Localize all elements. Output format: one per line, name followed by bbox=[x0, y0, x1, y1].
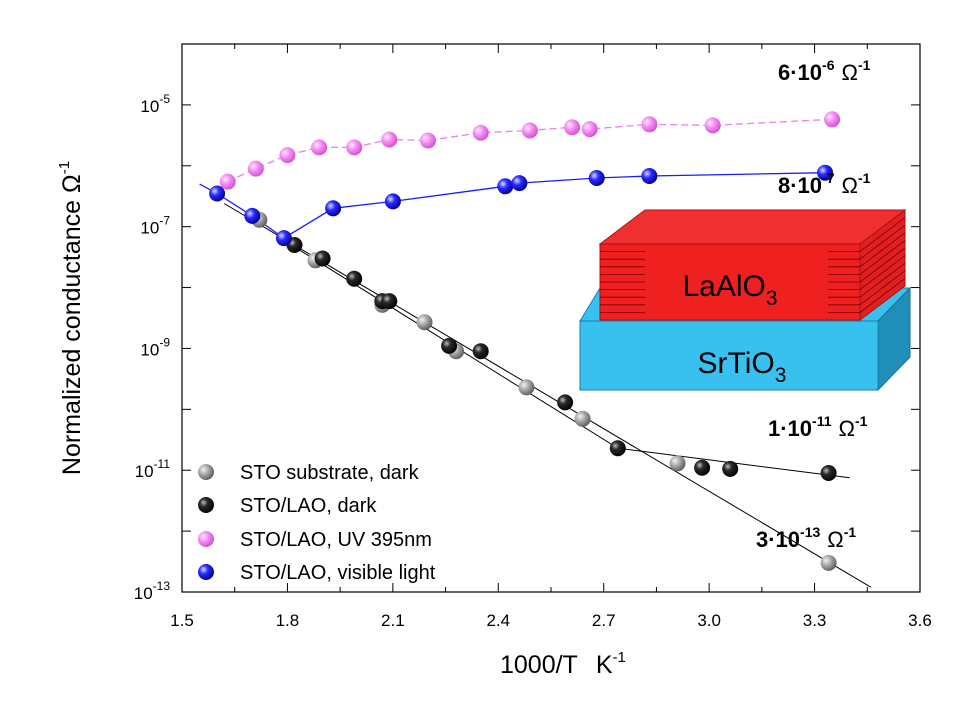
sto-lao-uv-point bbox=[219, 173, 236, 190]
sto-substrate-point bbox=[669, 455, 686, 472]
sto-lao-uv-point bbox=[381, 131, 398, 148]
sto-lao-visible-point bbox=[588, 170, 605, 186]
legend-label-sto-substrate: STO substrate, dark bbox=[240, 462, 420, 484]
sto-substrate-point bbox=[820, 554, 837, 571]
sto-substrate-point bbox=[416, 314, 433, 331]
sto-lao-uv-point bbox=[279, 147, 296, 164]
sto-lao-visible-point bbox=[641, 168, 658, 184]
film-layer-line bbox=[859, 232, 906, 268]
film-layer-line bbox=[859, 262, 906, 298]
y-axis: 10-13 10-11 10-9 10-7 10-5 bbox=[134, 43, 920, 603]
sto-lao-visible-point bbox=[325, 200, 342, 217]
y-tick-label: 10-11 bbox=[135, 457, 171, 481]
annotation-uv: 6·10-6 Ω-1 bbox=[778, 57, 871, 85]
sto-lao-visible-point bbox=[511, 175, 528, 192]
x-tick-label: 3.0 bbox=[697, 611, 721, 630]
legend-marker-sto-lao-dark bbox=[198, 497, 214, 513]
sto-lao-uv-point bbox=[247, 160, 264, 177]
sto-lao-dark-point bbox=[472, 343, 489, 360]
x-axis-title: 1000/T K-1 bbox=[500, 649, 626, 679]
sto-lao-dark-point bbox=[609, 440, 626, 457]
film-layer-line bbox=[859, 255, 906, 290]
sto-lao-uv-point bbox=[311, 139, 328, 156]
x-tick-label: 3.6 bbox=[908, 611, 932, 630]
sto-lao-uv-point bbox=[704, 117, 721, 134]
sto-lao-visible-point bbox=[275, 230, 292, 247]
sto-lao-dark-point bbox=[381, 293, 398, 310]
film-layer-line bbox=[859, 217, 906, 252]
sto-lao-dark-point bbox=[346, 270, 363, 287]
sto-substrate-point bbox=[518, 379, 535, 396]
substrate-front-face bbox=[579, 320, 879, 391]
sto-lao-visible-point bbox=[244, 207, 261, 224]
sto-lao-visible-point bbox=[209, 185, 226, 202]
y-tick-label: 10-5 bbox=[140, 92, 170, 116]
annotation-visible: 8·10-7 Ω-1 bbox=[778, 170, 871, 198]
y-tick-label: 10-9 bbox=[140, 335, 170, 359]
annotation-lao-dark: 1·10-11 Ω-1 bbox=[768, 413, 868, 441]
sto-lao-dark-point bbox=[557, 394, 574, 411]
layer-structure-inset: LaAlO3 SrTiO3 bbox=[579, 208, 912, 392]
annotations: 6·10-6 Ω-1 8·10-7 Ω-1 1·10-11 Ω-1 3·10-13 Ω-… bbox=[756, 57, 871, 552]
x-tick-label: 1.8 bbox=[276, 611, 300, 630]
legend-marker-sto-lao-uv bbox=[198, 531, 214, 547]
film-layer-lines bbox=[600, 217, 906, 313]
fit-line bbox=[223, 203, 872, 588]
y-tick-label: 10-13 bbox=[134, 579, 171, 603]
film-layer-line bbox=[859, 270, 906, 306]
x-tick-label: 2.4 bbox=[486, 611, 510, 630]
sto-substrate-point bbox=[574, 410, 591, 427]
legend-marker-sto-lao-visible bbox=[198, 564, 214, 580]
x-tick-label: 1.5 bbox=[170, 611, 194, 630]
data-markers bbox=[209, 111, 841, 571]
film-label: LaAlO3 bbox=[682, 270, 777, 310]
x-tick-label: 2.7 bbox=[592, 611, 616, 630]
film-top-face bbox=[598, 209, 907, 245]
y-tick-label: 10-7 bbox=[140, 214, 170, 238]
film-layer-line bbox=[859, 278, 906, 313]
legend-label-sto-lao-uv: STO/LAO, UV 395nm bbox=[240, 529, 432, 551]
film-layer-line bbox=[859, 247, 906, 283]
substrate-label: SrTiO3 bbox=[698, 347, 787, 387]
film-layer-line bbox=[859, 240, 906, 275]
sto-lao-visible-point bbox=[817, 164, 834, 181]
annotation-sto-dark: 3·10-13 Ω-1 bbox=[756, 524, 856, 552]
sto-lao-uv-point bbox=[420, 132, 436, 149]
sto-lao-uv-point bbox=[472, 124, 489, 141]
sto-lao-visible-point bbox=[384, 193, 401, 210]
legend-marker-sto-substrate bbox=[198, 464, 214, 480]
legend-label-sto-lao-visible: STO/LAO, visible light bbox=[240, 562, 436, 584]
sto-lao-visible-point bbox=[497, 178, 514, 195]
x-tick-label: 3.3 bbox=[803, 611, 827, 630]
sto-lao-dark-point bbox=[820, 465, 837, 481]
sto-lao-uv-point bbox=[564, 119, 581, 136]
legend-label-sto-lao-dark: STO/LAO, dark bbox=[240, 495, 377, 517]
sto-lao-uv-point bbox=[824, 111, 841, 128]
sto-lao-dark-point bbox=[694, 459, 711, 476]
sto-lao-uv-point bbox=[641, 116, 658, 133]
sto-lao-dark-point bbox=[314, 250, 331, 267]
y-axis-title: Normalized conductance Ω-1 bbox=[56, 161, 86, 475]
legend: STO substrate, dark STO/LAO, dark STO/LA… bbox=[198, 462, 436, 584]
sto-lao-dark-point bbox=[722, 460, 739, 477]
x-axis: 1.5 1.8 2.1 2.4 2.7 3.0 3.3 3.6 bbox=[170, 44, 932, 630]
sto-lao-dark-point bbox=[441, 337, 458, 354]
x-tick-label: 2.1 bbox=[381, 611, 405, 630]
sto-lao-uv-point bbox=[581, 121, 598, 138]
sto-lao-uv-point bbox=[521, 122, 538, 139]
sto-lao-uv-point bbox=[346, 139, 363, 156]
film-layer-line bbox=[859, 224, 906, 260]
